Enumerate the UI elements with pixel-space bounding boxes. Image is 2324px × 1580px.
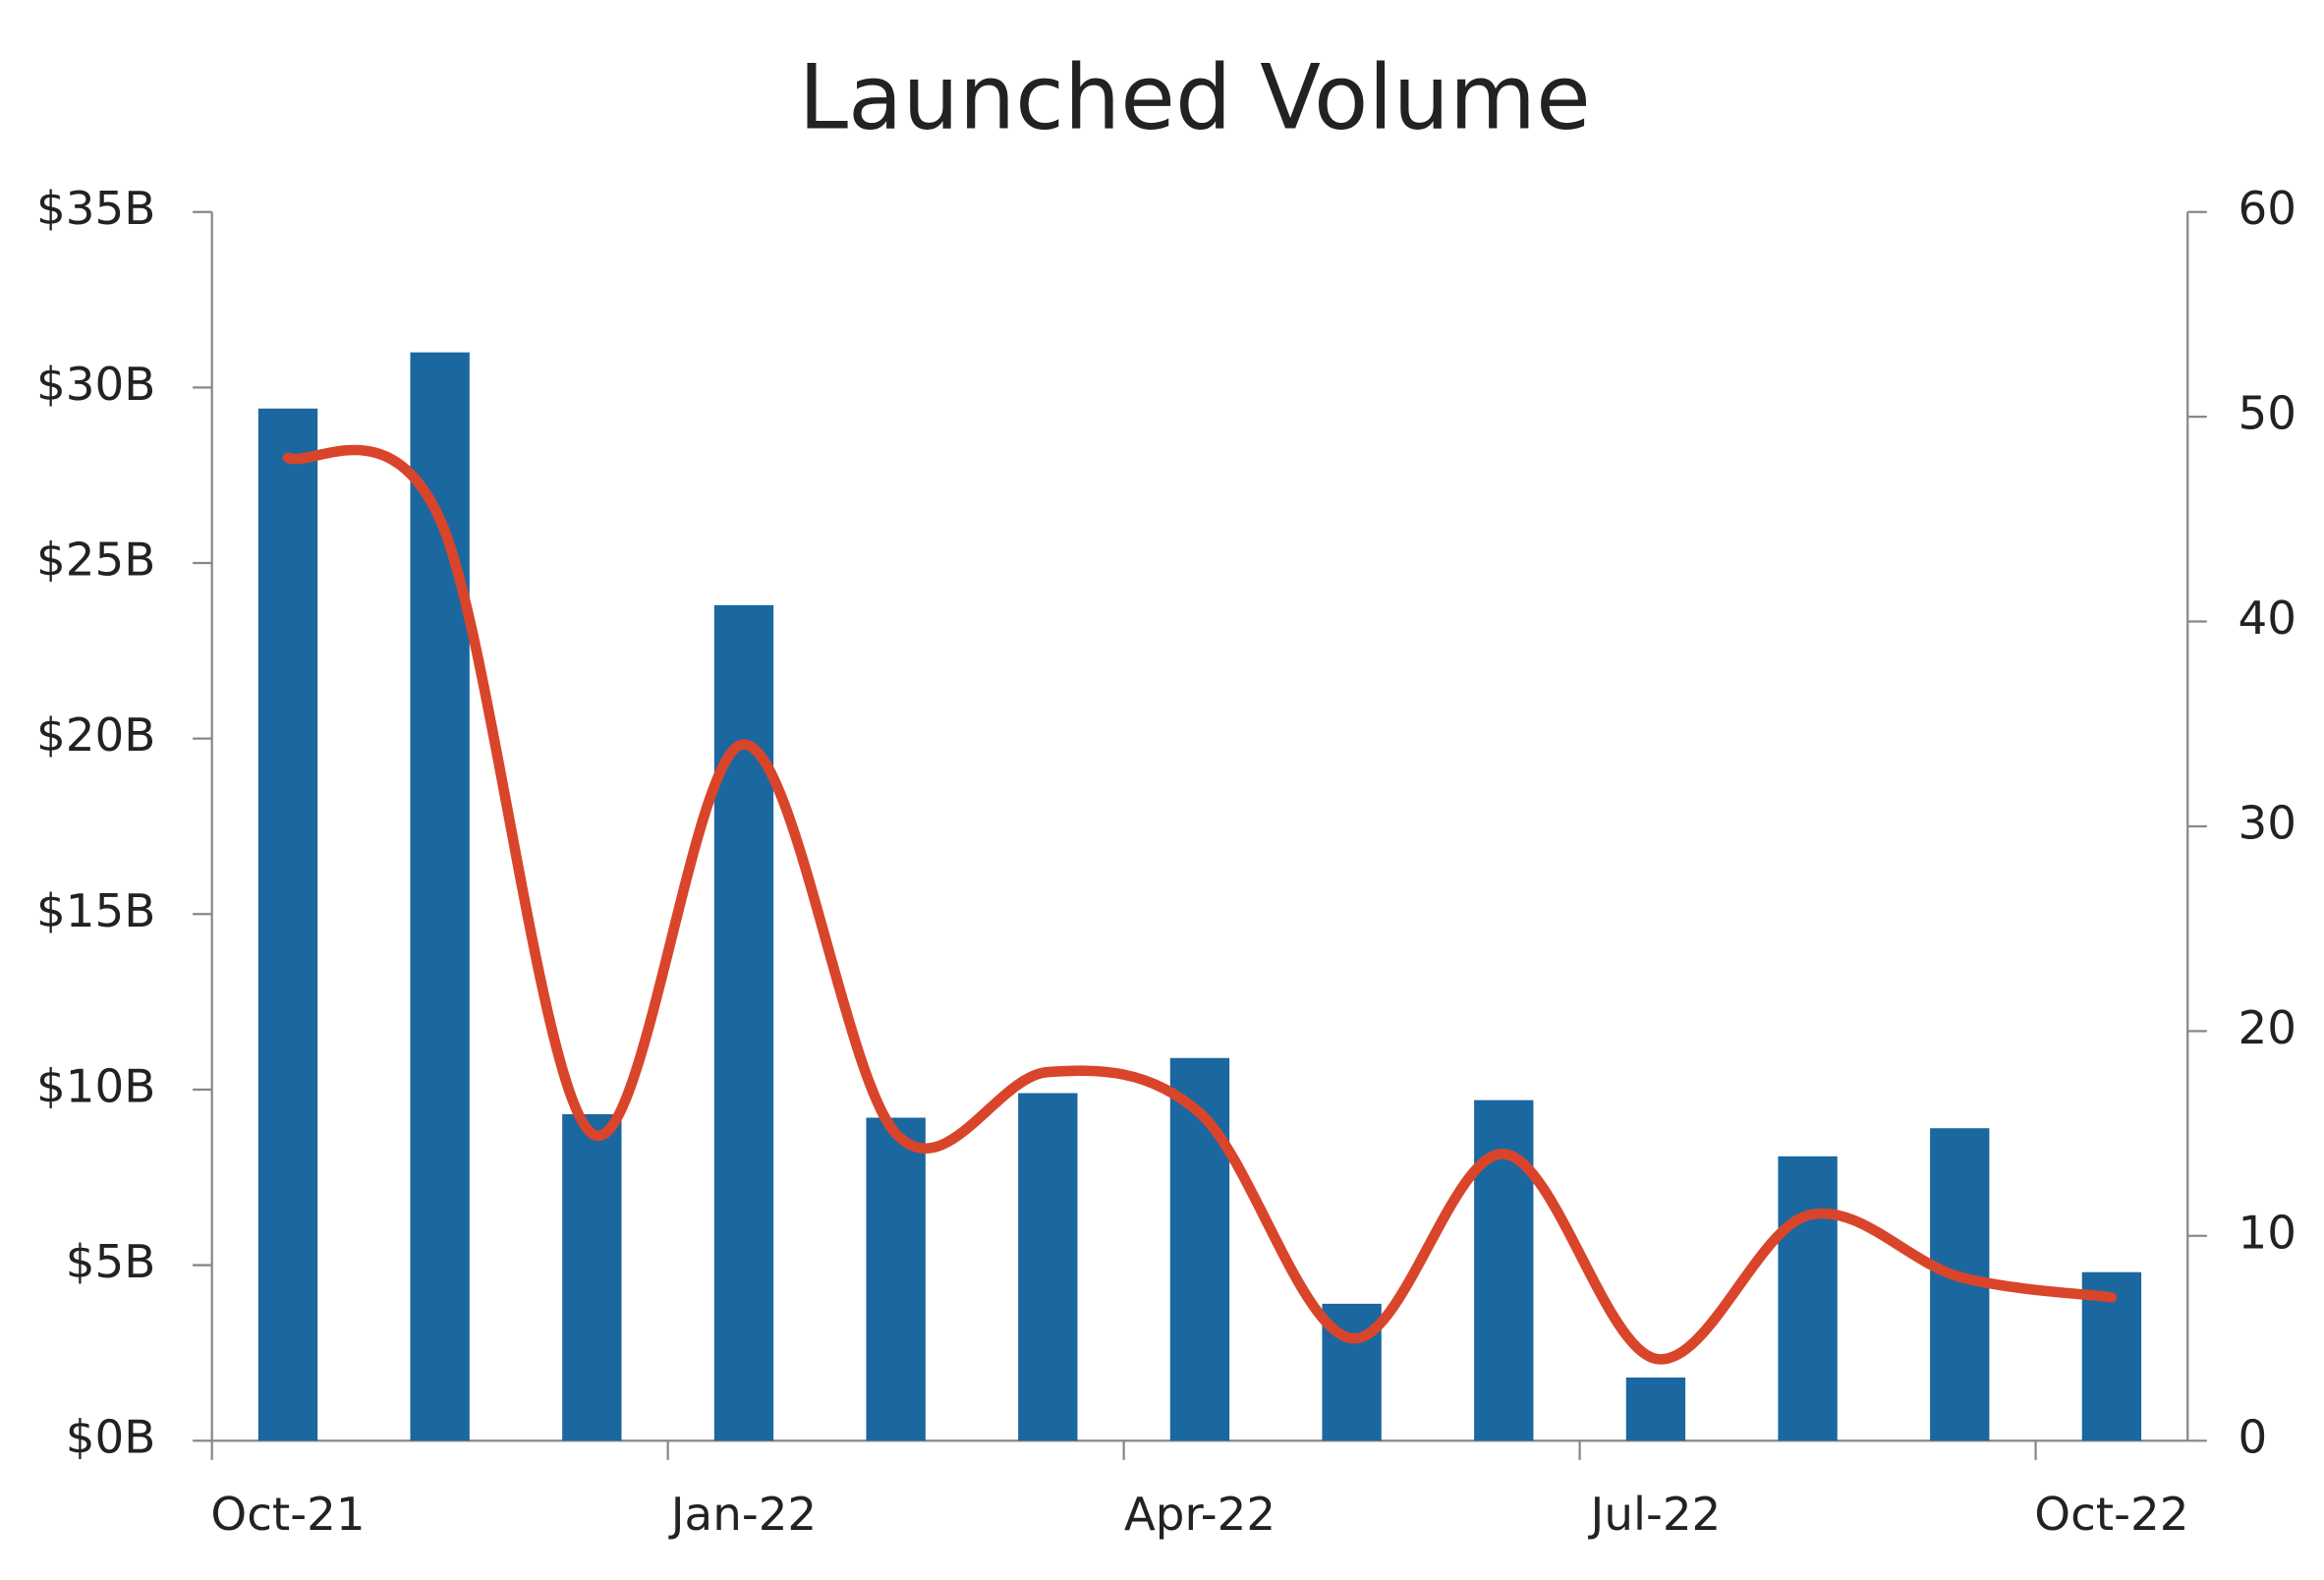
bar <box>410 352 470 1441</box>
bar <box>257 408 318 1441</box>
y2-tick-label: 50 <box>2239 388 2296 441</box>
bar <box>713 604 774 1441</box>
bar <box>1018 1093 1078 1441</box>
bar <box>1169 1057 1230 1441</box>
x-tick-label: Jul-22 <box>1588 1489 1722 1542</box>
x-tick-label: Apr-22 <box>1124 1489 1275 1542</box>
y-tick-label: $15B <box>36 885 155 938</box>
y2-tick-label: 60 <box>2239 183 2296 236</box>
y-tick-label: $20B <box>36 709 155 762</box>
y-tick-label: $35B <box>36 183 155 236</box>
y2-tick-label: 20 <box>2239 1002 2296 1055</box>
y-tick-label: $5B <box>66 1236 156 1289</box>
y-tick-label: $10B <box>36 1060 155 1113</box>
y2-tick-label: 30 <box>2239 797 2296 850</box>
chart-title: Launched Volume <box>799 46 1591 149</box>
bar <box>1625 1377 1686 1441</box>
y2-tick-label: 10 <box>2239 1207 2296 1260</box>
y-tick-label: $30B <box>36 359 155 412</box>
x-tick-label: Jan-22 <box>668 1489 817 1542</box>
y2-tick-label: 0 <box>2239 1412 2268 1465</box>
bar <box>1778 1156 1838 1441</box>
y-tick-label: $25B <box>36 534 155 587</box>
x-tick-label: Oct-21 <box>210 1489 365 1542</box>
y2-tick-label: 40 <box>2239 592 2296 646</box>
bar <box>866 1117 926 1441</box>
line <box>282 444 2118 1365</box>
bar <box>562 1113 622 1441</box>
x-tick-label: Oct-22 <box>2034 1489 2188 1542</box>
y-tick-label: $0B <box>66 1412 156 1465</box>
